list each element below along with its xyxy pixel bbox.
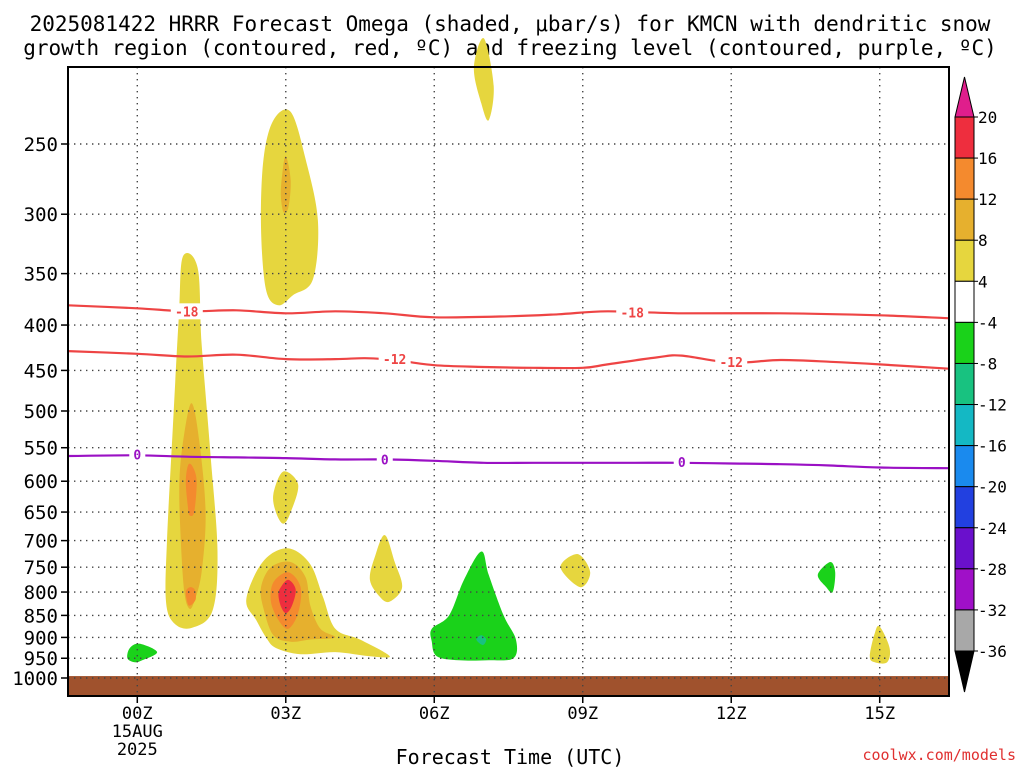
colorbar-bin [954, 445, 975, 488]
y-tick-label: 500 [24, 401, 58, 423]
ground-layer [68, 676, 949, 696]
omega-region-4-8 [473, 37, 494, 121]
contour-label--18: -18 [175, 305, 199, 320]
colorbar-label: -24 [978, 519, 1007, 538]
contour-label-0: 0 [678, 456, 686, 471]
plot-frame [67, 66, 950, 697]
contour-label--12: -12 [383, 353, 406, 368]
colorbar-bin [954, 404, 975, 447]
contour-label-bg [673, 454, 690, 471]
colorbar-label: -8 [978, 354, 997, 373]
y-tick-label: 900 [24, 627, 58, 649]
y-tick-label: 650 [24, 502, 58, 524]
contour-label-bg [129, 446, 146, 463]
y-tick-label: 550 [24, 438, 58, 460]
omega-region--8--12 [476, 635, 487, 645]
colorbar-label: -4 [978, 313, 997, 332]
omega-region-16-20 [278, 579, 296, 614]
colorbar-label: -36 [978, 642, 1007, 661]
colorbar-bin [954, 486, 975, 529]
colorbar-bin [954, 568, 975, 611]
colorbar: 20 16 12 8 4 -4 -8 -12 -16 -20 -24 -28 -32 -36 [954, 76, 1007, 693]
contour-label-bg [378, 351, 411, 368]
colorbar-bin [954, 198, 975, 241]
omega-shaded-regions [127, 37, 891, 664]
y-tick-label: 450 [24, 360, 58, 382]
contour-label-0: 0 [133, 449, 141, 464]
contour-line--12 [67, 350, 950, 370]
colorbar-label: 20 [978, 108, 997, 127]
omega-region--4--8 [817, 561, 836, 593]
watermark: coolwx.com/models [862, 746, 1016, 764]
colorbar-label: -28 [978, 560, 1007, 579]
contour-label-bg [376, 451, 393, 468]
omega-region-8-12 [280, 156, 291, 213]
y-tick-label: 250 [24, 134, 58, 156]
omega-region-4-8 [260, 109, 319, 306]
x-tick-label: 12Z [716, 704, 747, 724]
colorbar-bin [954, 239, 975, 282]
colorbar-bin [954, 609, 975, 652]
x-tick-year-label: 2025 [117, 740, 158, 760]
colorbar-bin [954, 321, 975, 364]
y-tick-label: 950 [24, 648, 58, 670]
colorbar-bin [954, 362, 975, 406]
colorbar-bin [954, 157, 975, 200]
contour-label-0: 0 [381, 453, 389, 468]
colorbar-bin [954, 116, 975, 159]
x-tick-label: 15Z [864, 704, 895, 724]
omega-region-4-8 [560, 554, 591, 588]
x-tick-date-label: 15AUG [112, 722, 163, 742]
colorbar-label: -16 [978, 437, 1007, 456]
temperature-contours: -18 -18 -12 -12 0 0 0 [67, 303, 950, 471]
colorbar-label: -12 [978, 396, 1007, 415]
chart-title-line1: 2025081422 HRRR Forecast Omega (shaded, … [30, 12, 991, 36]
colorbar-label: -32 [978, 601, 1007, 620]
contour-label-bg [170, 303, 203, 320]
contour-label-bg [715, 353, 748, 370]
omega-region--4--8 [430, 551, 518, 661]
y-tick-label: 400 [24, 315, 58, 337]
y-tick-label: 600 [24, 471, 58, 493]
y-tick-label: 700 [24, 531, 58, 553]
y-axis-ticks: 2503003504004505005506006507007508008509… [12, 134, 68, 690]
colorbar-label: -20 [978, 478, 1007, 497]
colorbar-bottom-arrow [954, 650, 975, 693]
contour-label--18: -18 [620, 306, 644, 321]
y-tick-label: 800 [24, 582, 58, 604]
colorbar-top-arrow [954, 76, 975, 118]
omega-region-4-8 [369, 535, 403, 603]
colorbar-label: 8 [978, 231, 988, 250]
colorbar-label: 4 [978, 272, 988, 291]
contour-line--18 [67, 304, 950, 320]
x-tick-label: 06Z [419, 704, 450, 724]
omega-region-12-16 [185, 463, 197, 517]
y-tick-label: 750 [24, 557, 58, 579]
y-tick-label: 1000 [12, 668, 58, 690]
colorbar-label: 12 [978, 190, 997, 209]
ground-fill [68, 676, 949, 696]
colorbar-label: 16 [978, 149, 997, 168]
y-tick-label: 350 [24, 264, 58, 286]
contour-label-bg [616, 304, 649, 321]
omega-region-4-8 [273, 471, 299, 524]
x-axis-label: Forecast Time (UTC) [396, 745, 625, 768]
colorbar-bin [954, 527, 975, 570]
x-tick-label: 03Z [270, 704, 301, 724]
chart-title-line2: growth region (contoured, red, ºC) and f… [23, 36, 997, 60]
x-tick-label: 00Z [122, 704, 153, 724]
omega-region-4-8 [869, 625, 891, 664]
y-tick-label: 850 [24, 605, 58, 627]
colorbar-bin [954, 280, 975, 323]
y-tick-label: 300 [24, 204, 58, 226]
contour-label--12: -12 [719, 356, 742, 371]
contour-line-0 [67, 454, 950, 470]
x-tick-label: 09Z [567, 704, 598, 724]
